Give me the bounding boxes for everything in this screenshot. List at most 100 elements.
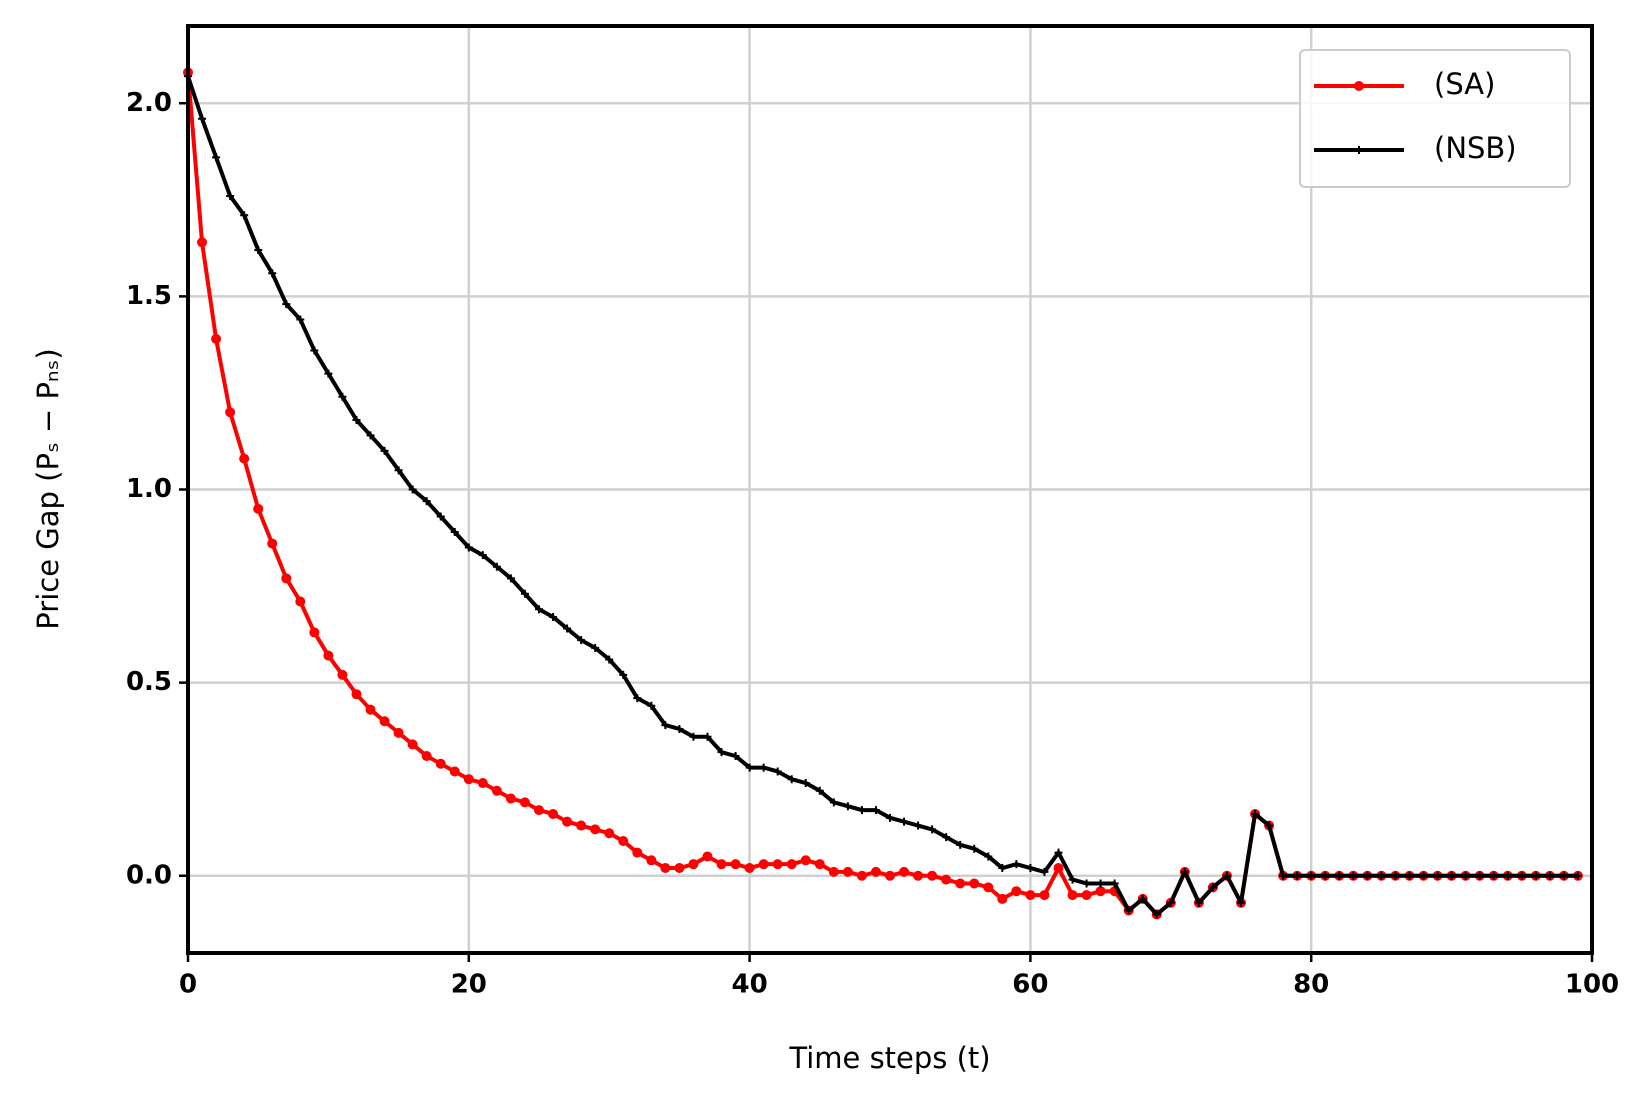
legend-label: (NSB) — [1434, 131, 1517, 165]
point — [1293, 871, 1302, 880]
point — [253, 503, 264, 514]
x-tick-label: 60 — [1012, 970, 1048, 1000]
point — [591, 643, 600, 652]
point — [731, 752, 740, 761]
point — [281, 573, 292, 584]
point — [1419, 871, 1428, 880]
point — [1307, 871, 1316, 880]
point — [1405, 871, 1414, 880]
point — [548, 808, 559, 819]
point — [970, 844, 979, 853]
point — [786, 859, 797, 870]
point — [1026, 864, 1035, 873]
point — [1559, 871, 1568, 880]
point — [1251, 809, 1260, 818]
point — [857, 806, 866, 815]
point — [450, 527, 459, 536]
point — [914, 821, 923, 830]
x-tick-label: 40 — [732, 970, 768, 1000]
point — [814, 859, 825, 870]
point — [1237, 898, 1245, 907]
point — [563, 624, 572, 633]
point — [351, 689, 362, 700]
point — [1180, 867, 1189, 876]
point — [393, 727, 404, 738]
point — [800, 855, 811, 866]
point — [435, 758, 446, 769]
point — [549, 612, 558, 621]
point — [380, 446, 389, 455]
point — [295, 596, 306, 607]
point — [955, 878, 966, 889]
legend-marker — [1355, 146, 1363, 154]
point — [604, 828, 615, 839]
point — [379, 716, 390, 727]
point — [815, 786, 824, 795]
point — [577, 636, 586, 645]
point — [296, 315, 305, 324]
point — [1279, 871, 1288, 880]
point — [941, 874, 952, 885]
point — [198, 114, 207, 123]
point — [590, 824, 601, 835]
point — [1265, 821, 1274, 830]
point — [646, 855, 657, 866]
point — [520, 589, 529, 598]
point — [843, 802, 852, 811]
point — [870, 866, 881, 877]
point — [535, 605, 543, 614]
point — [758, 859, 769, 870]
point — [717, 748, 726, 757]
point — [1138, 894, 1147, 903]
point — [942, 833, 951, 842]
point — [618, 835, 629, 846]
legend-marker — [1354, 81, 1364, 91]
point — [871, 806, 880, 815]
point — [1335, 871, 1344, 880]
point — [856, 870, 867, 881]
point — [478, 551, 487, 560]
point — [239, 453, 250, 464]
point — [366, 431, 375, 440]
point — [240, 211, 249, 220]
point — [1166, 898, 1175, 907]
point — [969, 878, 980, 889]
point — [633, 694, 642, 703]
point — [463, 774, 474, 785]
x-tick-label: 20 — [451, 970, 487, 1000]
point — [829, 798, 838, 807]
point — [519, 797, 530, 808]
point — [899, 866, 910, 877]
point — [309, 627, 320, 638]
point — [885, 870, 895, 881]
y-axis-label: Price Gap (Pₛ − Pₙₛ) — [31, 348, 65, 629]
point — [1349, 871, 1358, 880]
point — [421, 751, 432, 762]
point — [408, 485, 417, 494]
line — [186, 75, 1578, 917]
point — [1039, 890, 1050, 901]
point — [619, 670, 628, 679]
point — [1025, 890, 1036, 901]
point — [534, 805, 544, 816]
point — [323, 650, 334, 661]
plot-frame — [186, 24, 1594, 955]
point — [197, 237, 208, 248]
point — [1489, 871, 1498, 880]
point — [1068, 875, 1077, 884]
point — [1152, 910, 1161, 919]
point — [1321, 871, 1330, 880]
point — [1053, 863, 1064, 874]
point — [310, 346, 319, 355]
point — [1040, 867, 1049, 876]
point — [1461, 871, 1470, 880]
point — [1475, 871, 1484, 880]
x-tick-label: 0 — [179, 970, 197, 1000]
y-tick-label: 0.0 — [126, 860, 172, 890]
point — [674, 863, 685, 874]
point — [842, 866, 853, 877]
point — [1095, 886, 1106, 897]
point — [1377, 871, 1386, 880]
y-tick-label: 1.5 — [126, 281, 172, 311]
